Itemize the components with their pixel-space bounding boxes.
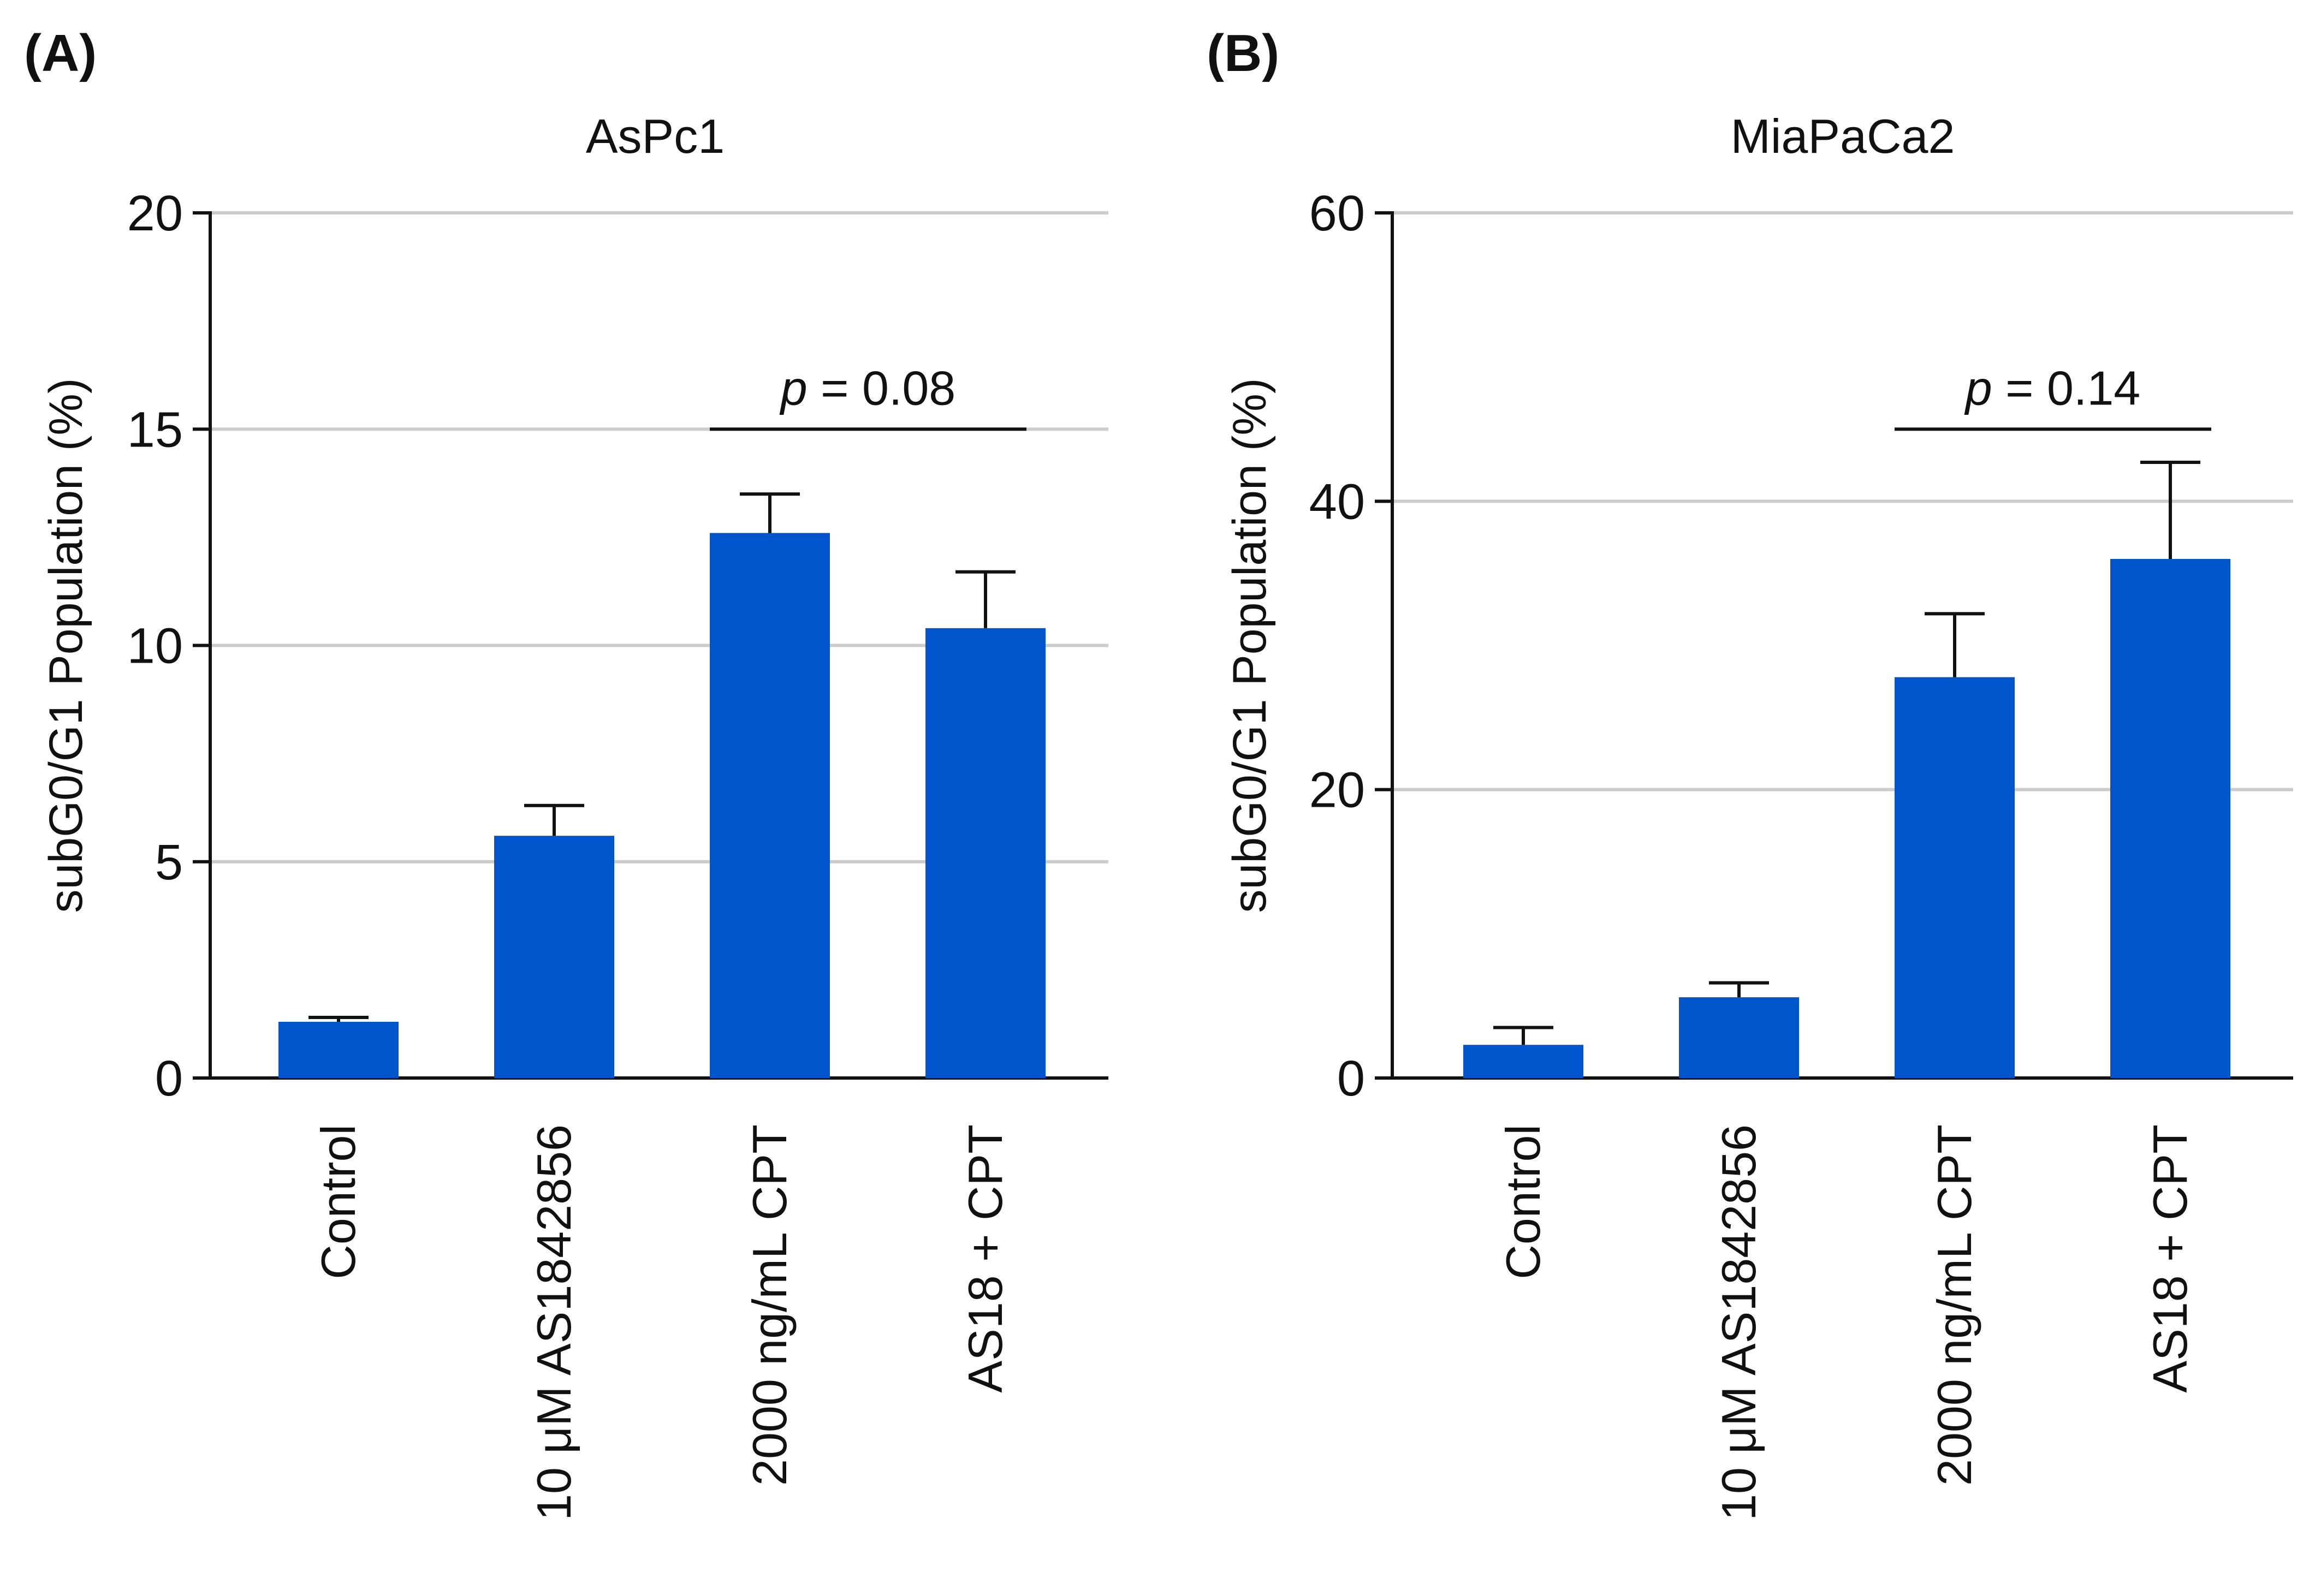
bar — [925, 628, 1046, 1078]
bar — [1679, 997, 1799, 1078]
y-tick-label: 20 — [127, 186, 183, 241]
y-tick-label: 0 — [1337, 1051, 1365, 1106]
panel-label: (A) — [24, 24, 97, 82]
panel-label-text: (B) — [1207, 24, 1279, 82]
chart-title: MiaPaCa2 — [1731, 109, 1955, 163]
bar — [494, 836, 614, 1078]
x-category-label: Control — [1496, 1124, 1550, 1279]
panel-label-text: (A) — [24, 24, 97, 82]
panel-b: (B) MiaPaCa2 0 20 40 60 subG0/G1 Population (%… — [1207, 24, 2293, 1521]
y-tick-label: 0 — [155, 1051, 183, 1106]
panel-label: (B) — [1207, 24, 1279, 82]
p-value-symbol: p — [1964, 361, 1992, 415]
x-category-label: 10 μM AS1842856 — [527, 1124, 581, 1521]
x-category-label: AS18 + CPT — [958, 1124, 1012, 1393]
y-tick-label: 15 — [127, 402, 183, 457]
y-tick-label: 40 — [1309, 474, 1365, 529]
bar — [2110, 559, 2230, 1078]
p-value-symbol: p — [779, 361, 808, 415]
bar — [710, 533, 830, 1078]
bar — [1463, 1045, 1583, 1078]
p-value-text: = 0.08 — [808, 361, 956, 415]
y-tick-label: 60 — [1309, 186, 1365, 241]
x-category-label: 2000 ng/mL CPT — [743, 1124, 797, 1486]
y-axis-label: subG0/G1 Population (%) — [1224, 378, 1276, 913]
bar — [1895, 677, 2015, 1078]
x-category-label: 10 μM AS1842856 — [1712, 1124, 1766, 1521]
p-value-label: p = 0.08 — [779, 361, 956, 415]
x-category-label: Control — [311, 1124, 365, 1279]
y-tick-label: 20 — [1309, 763, 1365, 818]
y-tick-label: 5 — [155, 835, 183, 890]
chart-title: AsPc1 — [586, 109, 725, 163]
p-value-label: p = 0.14 — [1964, 361, 2141, 415]
x-category-label: AS18 + CPT — [2143, 1124, 2197, 1393]
p-value-text: = 0.14 — [1992, 361, 2141, 415]
y-tick-label: 10 — [127, 618, 183, 674]
x-category-label: 2000 ng/mL CPT — [1927, 1124, 1981, 1486]
panel-a: (A) AsPc1 0 5 10 15 20 subG0/G1 Population (%) C… — [24, 24, 1108, 1521]
y-axis-label: subG0/G1 Population (%) — [40, 378, 92, 913]
bar — [278, 1021, 399, 1078]
